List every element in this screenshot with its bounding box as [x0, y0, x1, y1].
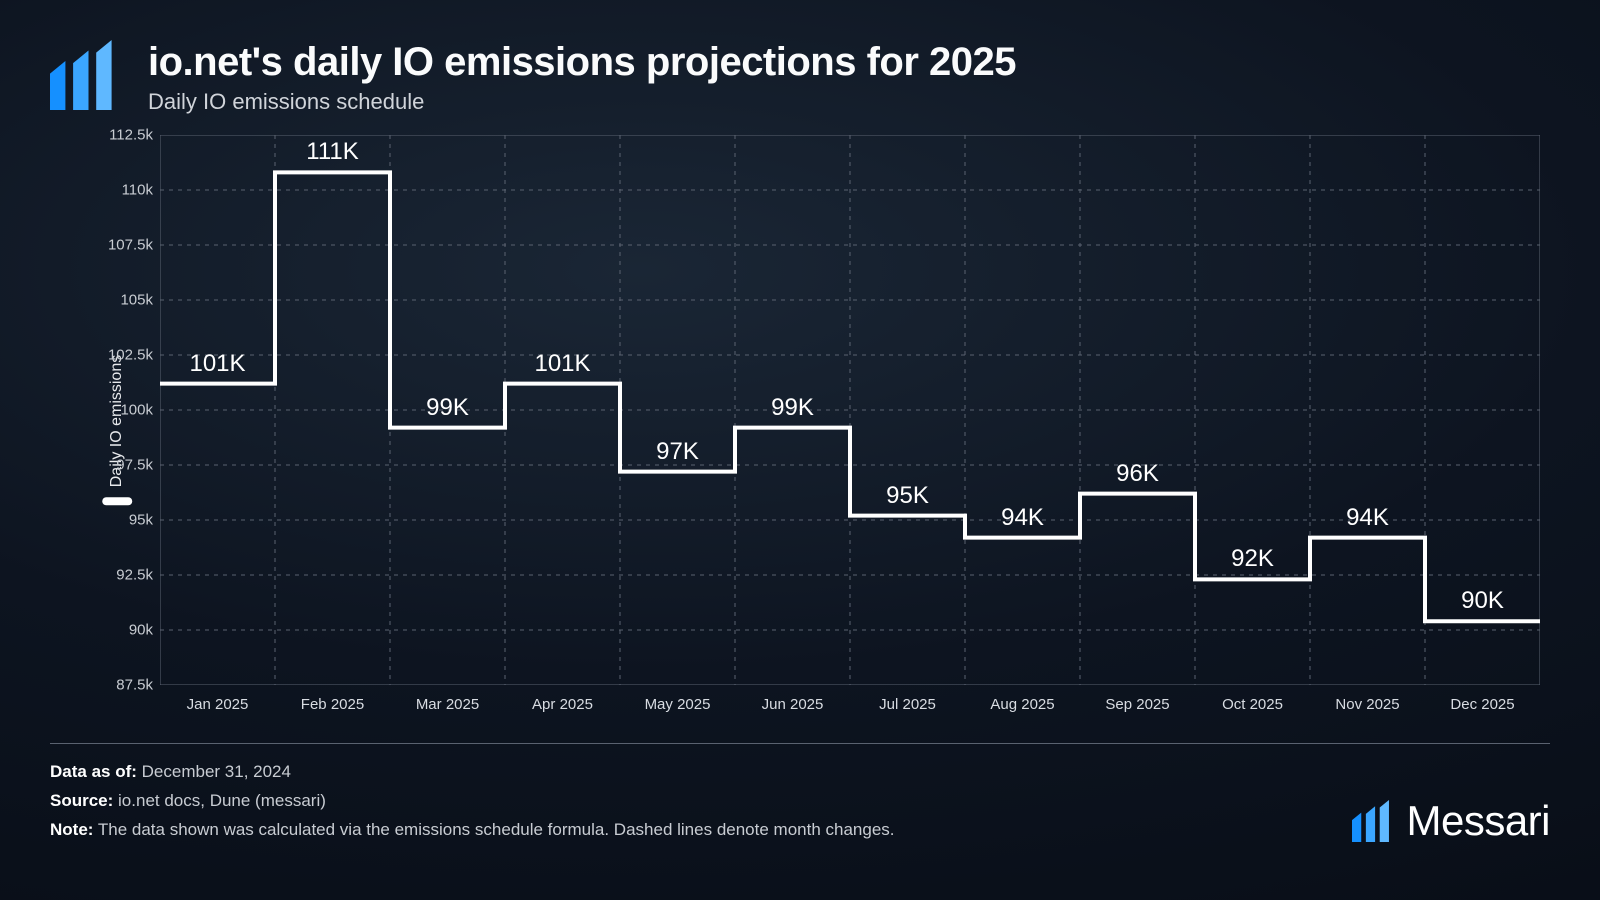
data-label: 99K	[426, 394, 469, 422]
messari-logo-small-icon	[1352, 800, 1394, 842]
source-line: Source: io.net docs, Dune (messari)	[50, 787, 895, 816]
y-tick-label: 102.5k	[105, 347, 153, 364]
plot-region	[160, 135, 1540, 685]
data-label: 101K	[189, 350, 245, 378]
footer-meta: Data as of: December 31, 2024 Source: io…	[50, 758, 895, 845]
chart-container: io.net's daily IO emissions projections …	[0, 0, 1600, 900]
y-tick-label: 92.5k	[105, 567, 153, 584]
chart-title: io.net's daily IO emissions projections …	[148, 40, 1016, 85]
data-label: 95K	[886, 482, 929, 510]
x-tick-label: Feb 2025	[301, 696, 364, 713]
x-tick-label: Dec 2025	[1450, 696, 1514, 713]
source-label: Source:	[50, 791, 113, 810]
x-tick-label: May 2025	[645, 696, 711, 713]
x-tick-label: Jun 2025	[762, 696, 824, 713]
data-label: 92K	[1231, 545, 1274, 573]
x-tick-label: Jan 2025	[187, 696, 249, 713]
y-tick-label: 107.5k	[105, 237, 153, 254]
y-tick-label: 90k	[105, 622, 153, 639]
data-as-of-value: December 31, 2024	[142, 762, 291, 781]
title-block: io.net's daily IO emissions projections …	[148, 40, 1016, 115]
y-tick-label: 97.5k	[105, 457, 153, 474]
x-tick-label: Nov 2025	[1335, 696, 1399, 713]
data-label: 97K	[656, 438, 699, 466]
source-value: io.net docs, Dune (messari)	[118, 791, 326, 810]
data-label: 99K	[771, 394, 814, 422]
data-label: 101K	[534, 350, 590, 378]
data-label: 96K	[1116, 460, 1159, 488]
x-tick-label: Jul 2025	[879, 696, 936, 713]
x-tick-label: Mar 2025	[416, 696, 479, 713]
y-tick-label: 110k	[105, 182, 153, 199]
footer: Data as of: December 31, 2024 Source: io…	[50, 758, 1550, 845]
y-tick-label: 112.5k	[105, 127, 153, 144]
brand-wordmark: Messari	[1406, 797, 1550, 845]
x-tick-label: Aug 2025	[990, 696, 1054, 713]
note-label: Note:	[50, 820, 93, 839]
legend-line-icon	[102, 497, 132, 505]
y-tick-label: 100k	[105, 402, 153, 419]
brand-block: Messari	[1352, 797, 1550, 845]
x-tick-label: Apr 2025	[532, 696, 593, 713]
note-value: The data shown was calculated via the em…	[98, 820, 895, 839]
data-label: 111K	[306, 138, 359, 166]
data-label: 90K	[1461, 587, 1504, 615]
data-as-of-line: Data as of: December 31, 2024	[50, 758, 895, 787]
chart-area: Daily IO emissions 87.5k 90k 92.5k 95k 97.5k…	[50, 135, 1550, 725]
footer-divider	[50, 743, 1550, 744]
chart-subtitle: Daily IO emissions schedule	[148, 89, 1016, 115]
y-axis-label: Daily IO emissions	[102, 355, 132, 505]
note-line: Note: The data shown was calculated via …	[50, 816, 895, 845]
data-label: 94K	[1001, 504, 1044, 532]
chart-svg	[160, 135, 1540, 685]
messari-logo-icon	[50, 40, 120, 110]
y-tick-label: 87.5k	[105, 677, 153, 694]
data-label: 94K	[1346, 504, 1389, 532]
y-tick-label: 105k	[105, 292, 153, 309]
header: io.net's daily IO emissions projections …	[50, 40, 1550, 115]
x-tick-label: Oct 2025	[1222, 696, 1283, 713]
y-tick-label: 95k	[105, 512, 153, 529]
data-as-of-label: Data as of:	[50, 762, 137, 781]
x-tick-label: Sep 2025	[1105, 696, 1169, 713]
